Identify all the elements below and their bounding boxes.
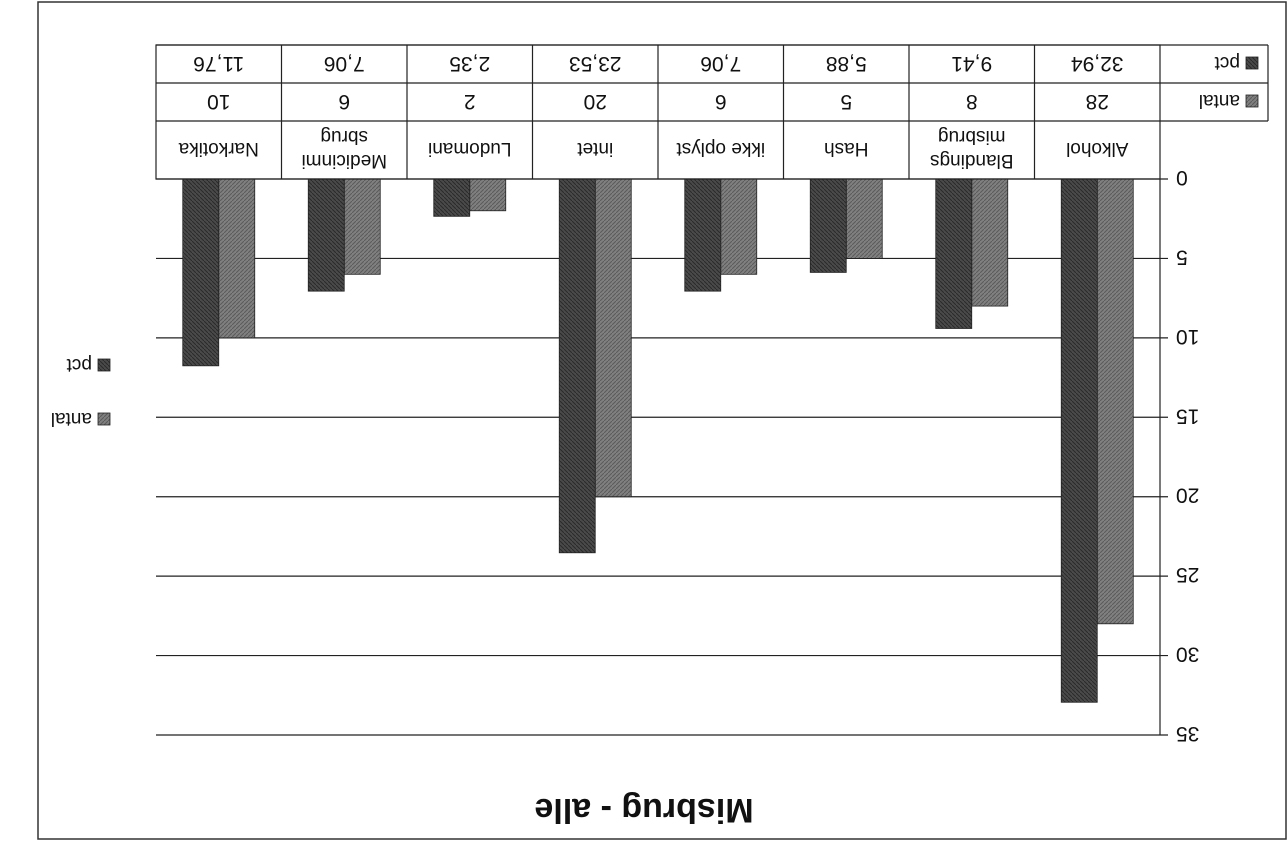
bar-pct: [182, 178, 220, 367]
data-label: 7,06: [324, 52, 365, 75]
bar-antal: [845, 178, 883, 259]
y-tick-label: 5: [1176, 245, 1188, 268]
bar-pct: [935, 178, 973, 329]
data-label: 5: [840, 90, 852, 113]
data-label: 20: [584, 90, 607, 113]
chart-title: Misbrug - alle: [534, 791, 753, 829]
category-label: sbrug: [320, 126, 368, 147]
bar-antal: [218, 178, 256, 339]
legend-label: antal: [51, 408, 92, 429]
data-label: 6: [338, 90, 350, 113]
category-label: Hash: [824, 138, 868, 159]
bar-antal: [343, 178, 381, 275]
data-label: 11,76: [193, 52, 244, 75]
category-label: Blandings: [930, 150, 1013, 171]
y-tick-label: 20: [1176, 484, 1199, 507]
data-label: 32,94: [1071, 52, 1124, 75]
category-label: Narkotika: [178, 138, 259, 159]
bar-antal: [720, 178, 758, 275]
bar-pct: [809, 178, 847, 273]
bar-pct: [1060, 178, 1098, 703]
table-series-label: pct: [1214, 52, 1240, 73]
bar-antal: [971, 178, 1009, 307]
y-tick-label: 30: [1176, 643, 1199, 666]
bar-antal: [1096, 178, 1134, 625]
category-label: misbrug: [938, 126, 1006, 147]
bar-pct: [558, 178, 596, 554]
y-tick-label: 10: [1176, 325, 1199, 348]
data-label: 7,06: [700, 52, 741, 75]
data-label: 2: [464, 90, 476, 113]
chart-border: [37, 1, 1287, 840]
data-label: 10: [207, 90, 230, 113]
category-label: ikke oplyst: [676, 138, 765, 159]
data-label: 28: [1086, 90, 1109, 113]
table-legend-key: [1245, 94, 1259, 108]
data-label: 9,41: [951, 52, 992, 75]
data-label: 6: [715, 90, 727, 113]
legend-key: [97, 412, 111, 426]
category-label: Medicinmi: [301, 150, 387, 171]
legend-label: pct: [66, 354, 92, 375]
table-series-label: antal: [1199, 90, 1240, 111]
bar-pct: [307, 178, 345, 292]
y-tick-label: 0: [1176, 166, 1188, 189]
category-label: Ludomani: [428, 138, 511, 159]
legend-key: [97, 358, 111, 372]
y-tick-label: 35: [1176, 722, 1199, 745]
y-tick-label: 25: [1176, 563, 1199, 586]
category-label: Alkohol: [1066, 138, 1128, 159]
bar-antal: [594, 178, 632, 498]
category-label: intet: [577, 138, 614, 159]
bar-pct: [433, 178, 471, 217]
bar-antal: [469, 178, 507, 212]
data-label: 23,53: [569, 52, 622, 75]
bar-pct: [684, 178, 722, 292]
data-label: 8: [966, 90, 978, 113]
y-tick-label: 15: [1176, 404, 1199, 427]
table-legend-key: [1245, 56, 1259, 70]
data-label: 5,88: [826, 52, 867, 75]
data-label: 2,35: [449, 52, 490, 75]
